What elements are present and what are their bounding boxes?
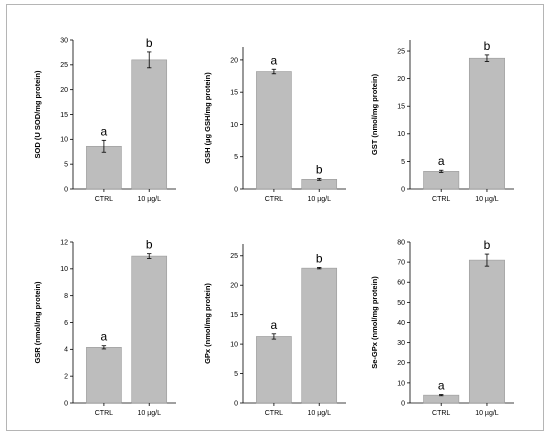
significance-letter: b [316,251,323,265]
significance-letter: a [271,318,278,332]
bar-treated [468,259,505,404]
y-tick-label: 0 [401,186,405,193]
x-tick-label: 10 µg/L [475,196,499,203]
y-tick-label: 15 [230,90,238,97]
y-tick-label: 80 [397,239,405,246]
bar-ctrl [423,394,460,404]
y-axis-label: SOD (U SOD/mg protein) [33,70,42,158]
bar-treated [468,57,505,190]
y-tick-label: 6 [64,320,68,327]
y-tick-label: 10 [397,380,405,387]
y-tick-label: 0 [64,400,68,407]
y-tick-label: 20 [230,283,238,290]
x-tick-label: 10 µg/L [307,196,331,203]
significance-letter: b [484,39,491,53]
chart-panel-1: 0 5 10 15 20 25 30 SOD (U SOD/mg protein) a CTRL b… [33,36,176,203]
bar-ctrl [256,71,292,190]
significance-letter: b [146,238,153,252]
significance-letter: b [146,36,153,50]
x-tick-label: 10 µg/L [475,410,499,417]
x-tick-label: 10 µg/L [137,196,161,203]
x-tick-label: CTRL [265,196,283,203]
y-tick-label: 0 [401,400,405,407]
significance-letter: b [316,162,323,176]
y-tick-label: 2 [64,374,68,381]
bar-treated [131,59,168,190]
bar-treated [301,267,338,404]
significance-letter: b [484,238,491,252]
bar-ctrl [256,336,292,404]
bar-ctrl [423,171,460,190]
y-tick-label: 20 [397,360,405,367]
y-tick-label: 15 [397,104,405,111]
x-tick-label: 10 µg/L [137,410,161,417]
significance-letter: a [438,154,445,168]
y-tick-label: 20 [397,76,405,83]
y-tick-label: 0 [64,186,68,193]
y-tick-label: 0 [234,400,238,407]
y-axis-label: GSH (µg GSH/mg protein) [203,72,212,164]
y-tick-label: 0 [234,186,238,193]
y-tick-label: 70 [397,260,405,267]
x-tick-label: CTRL [432,196,450,203]
y-tick-label: 40 [397,320,405,327]
y-tick-label: 4 [64,347,68,354]
y-tick-label: 30 [60,37,68,44]
y-tick-label: 10 [230,342,238,349]
chart-panel-3: 0 5 10 15 20 25 GST (nmol/mg protein) a CTRL b 10 … [370,39,514,203]
y-tick-label: 10 [230,122,238,129]
y-tick-label: 12 [60,239,68,246]
bar-ctrl [86,347,122,404]
y-tick-label: 30 [397,340,405,347]
y-tick-label: 20 [230,57,238,64]
bar-treated [301,179,338,190]
x-tick-label: 10 µg/L [307,410,331,417]
y-tick-label: 10 [60,137,68,144]
y-tick-label: 10 [60,266,68,273]
chart-panel-6: 0 10 20 30 40 50 60 70 80 Se-GPx (nmol/mg protein… [370,238,514,417]
y-axis-label: GPx (nmol/mg protein) [203,283,212,364]
y-tick-label: 5 [234,154,238,161]
y-axis-label: Se-GPx (nmol/mg protein) [370,276,379,369]
y-tick-label: 5 [64,162,68,169]
x-tick-label: CTRL [432,410,450,417]
y-axis-label: GSR (nmol/mg protein) [33,281,42,364]
chart-panel-2: 0 5 10 15 20 GSH (µg GSH/mg protein) a CTRL b 10 … [203,47,346,203]
y-tick-label: 25 [60,62,68,69]
x-tick-label: CTRL [95,196,113,203]
bar-ctrl [86,145,122,190]
x-tick-label: CTRL [95,410,113,417]
bar-treated [131,255,168,404]
x-tick-label: CTRL [265,410,283,417]
y-tick-label: 5 [234,371,238,378]
y-axis-label: GST (nmol/mg protein) [370,73,379,155]
chart-panel-4: 0 2 4 6 8 10 12 GSR (nmol/mg protein) a CTRL b 10 µ… [33,238,176,417]
y-tick-label: 10 [397,131,405,138]
y-tick-label: 8 [64,293,68,300]
significance-letter: a [101,124,108,138]
y-tick-label: 50 [397,300,405,307]
y-tick-label: 5 [401,159,405,166]
y-tick-label: 20 [60,87,68,94]
significance-letter: a [271,53,278,67]
y-tick-label: 15 [230,312,238,319]
significance-letter: a [438,379,445,393]
y-tick-label: 25 [230,253,238,260]
y-tick-label: 15 [60,112,68,119]
chart-panel-5: 0 5 10 15 20 25 GPx (nmol/mg protein) a CTRL b 10 … [203,244,346,417]
significance-letter: a [101,330,108,344]
y-tick-label: 25 [397,48,405,55]
y-tick-label: 60 [397,280,405,287]
